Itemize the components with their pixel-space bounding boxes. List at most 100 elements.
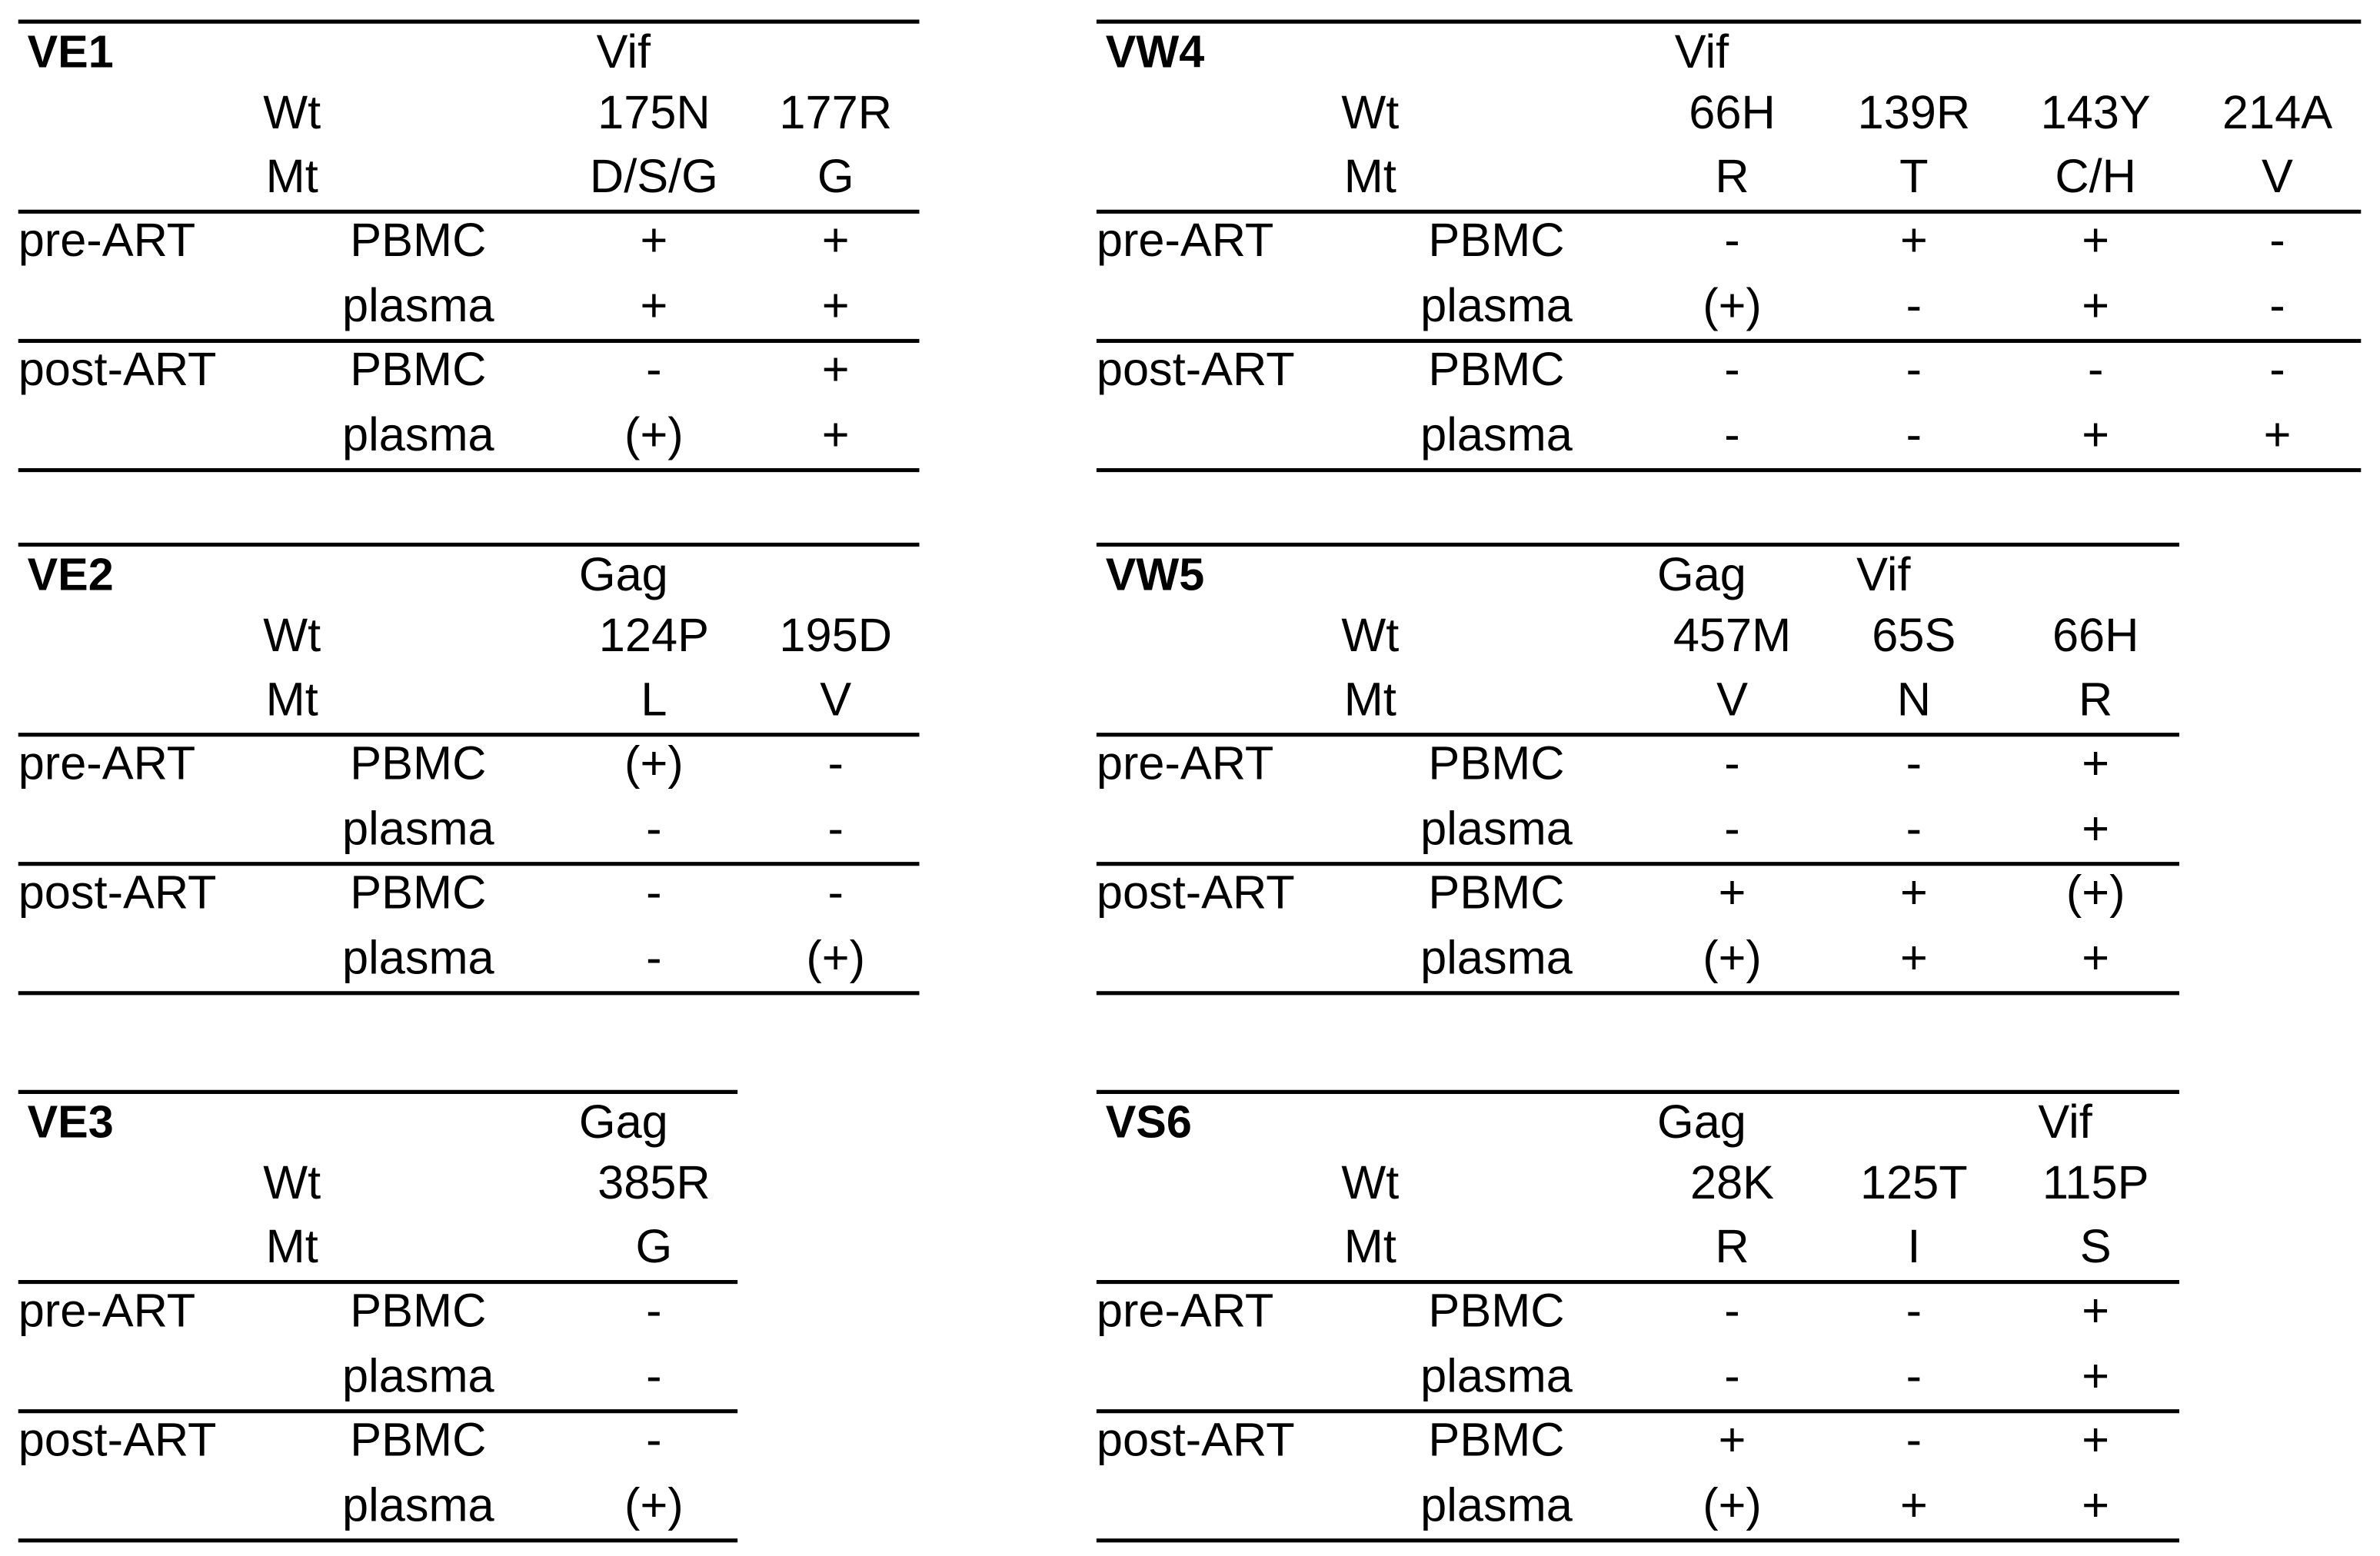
mt-residue: R — [1715, 150, 1749, 202]
cell-value: - — [827, 802, 843, 854]
sample-label: plasma — [1420, 1478, 1573, 1531]
mt-residue: I — [1907, 1220, 1920, 1272]
cell-value: + — [822, 214, 850, 266]
sample-label: plasma — [342, 279, 495, 331]
mt-residue: G — [817, 150, 854, 202]
cell-value: - — [1724, 214, 1739, 266]
cell-value: (+) — [624, 1478, 684, 1531]
cell-value: - — [1906, 408, 1922, 460]
cell-value: + — [640, 214, 667, 266]
cell-value: - — [646, 1349, 661, 1401]
sample-label: plasma — [1420, 279, 1573, 331]
cell-value: - — [1906, 1284, 1922, 1336]
gene-label: Vif — [2038, 1096, 2092, 1148]
cell-value: + — [1719, 1413, 1746, 1465]
cell-value: + — [640, 279, 667, 331]
period-label: pre-ART — [1097, 736, 1274, 789]
wt-residue: 457M — [1673, 609, 1791, 661]
period-label: pre-ART — [1097, 1284, 1274, 1336]
cell-value: + — [2082, 1284, 2109, 1336]
cell-value: - — [827, 736, 843, 789]
cell-value: + — [2082, 736, 2109, 789]
cell-value: (+) — [806, 931, 865, 983]
cell-value: + — [1900, 1478, 1928, 1531]
gene-label: Vif — [597, 25, 651, 78]
wt-label: Wt — [263, 609, 321, 661]
wt-residue: 177R — [779, 86, 892, 138]
cell-value: - — [2269, 214, 2285, 266]
period-label: post-ART — [1097, 343, 1295, 395]
gene-label: Gag — [1657, 548, 1746, 600]
sample-label: PBMC — [1428, 343, 1564, 395]
sample-label: PBMC — [1428, 736, 1564, 789]
mt-residue: V — [1716, 673, 1748, 725]
sample-label: plasma — [1420, 931, 1573, 983]
mt-residue: S — [2080, 1220, 2112, 1272]
cell-value: + — [822, 408, 850, 460]
cell-value: + — [2082, 279, 2109, 331]
panel-id: VS6 — [1106, 1096, 1192, 1148]
wt-residue: 125T — [1860, 1156, 1968, 1209]
wt-label: Wt — [1341, 86, 1399, 138]
period-label: pre-ART — [18, 1284, 196, 1336]
cell-value: - — [646, 802, 661, 854]
mt-label: Mt — [1344, 150, 1396, 202]
period-label: post-ART — [18, 1413, 217, 1465]
cell-value: (+) — [2066, 866, 2125, 918]
cell-value: + — [1900, 931, 1928, 983]
cell-value: - — [1724, 343, 1739, 395]
cell-value: - — [1724, 1349, 1739, 1401]
mt-residue: T — [1899, 150, 1928, 202]
mt-label: Mt — [266, 673, 318, 725]
cell-value: - — [646, 1284, 661, 1336]
cell-value: - — [1724, 1284, 1739, 1336]
cell-value: + — [2082, 1349, 2109, 1401]
wt-residue: 175N — [597, 86, 711, 138]
sample-label: PBMC — [1428, 1284, 1564, 1336]
cell-value: - — [2269, 279, 2285, 331]
wt-label: Wt — [1341, 609, 1399, 661]
wt-residue: 139R — [1858, 86, 1971, 138]
wt-residue: 65S — [1872, 609, 1956, 661]
wt-residue: 66H — [1689, 86, 1775, 138]
panel-id: VE3 — [28, 1096, 114, 1148]
wt-residue: 214A — [2222, 86, 2332, 138]
wt-residue: 195D — [779, 609, 892, 661]
panel-id: VE1 — [28, 25, 114, 77]
wt-residue: 385R — [597, 1156, 711, 1209]
cell-value: (+) — [1703, 279, 1762, 331]
period-label: post-ART — [1097, 866, 1295, 918]
cell-value: - — [1724, 736, 1739, 789]
cell-value: - — [1906, 1349, 1922, 1401]
cell-value: + — [822, 343, 850, 395]
period-label: pre-ART — [1097, 214, 1274, 266]
cell-value: (+) — [1703, 931, 1762, 983]
cell-value: + — [2082, 802, 2109, 854]
mt-label: Mt — [1344, 1220, 1396, 1272]
gene-label: Vif — [1675, 25, 1729, 78]
panel-id: VW4 — [1106, 25, 1205, 77]
wt-label: Wt — [1341, 1156, 1399, 1209]
cell-value: - — [1724, 408, 1739, 460]
cell-value: - — [827, 866, 843, 918]
sample-label: PBMC — [350, 1413, 486, 1465]
mt-residue: R — [2079, 673, 2112, 725]
gene-label: Gag — [1657, 1096, 1746, 1148]
cell-value: + — [2082, 931, 2109, 983]
sample-label: plasma — [342, 1478, 495, 1531]
gene-label: Gag — [579, 1096, 668, 1148]
wt-residue: 124P — [599, 609, 709, 661]
panel-id: VE2 — [28, 549, 114, 600]
sample-label: plasma — [1420, 802, 1573, 854]
mt-label: Mt — [1344, 673, 1396, 725]
cell-value: + — [2082, 408, 2109, 460]
wt-residue: 143Y — [2041, 86, 2151, 138]
cell-value: - — [646, 343, 661, 395]
mt-label: Mt — [266, 150, 318, 202]
sample-label: PBMC — [350, 343, 486, 395]
cell-value: - — [646, 866, 661, 918]
sample-label: plasma — [1420, 408, 1573, 460]
cell-value: - — [1906, 343, 1922, 395]
cell-value: (+) — [624, 736, 684, 789]
